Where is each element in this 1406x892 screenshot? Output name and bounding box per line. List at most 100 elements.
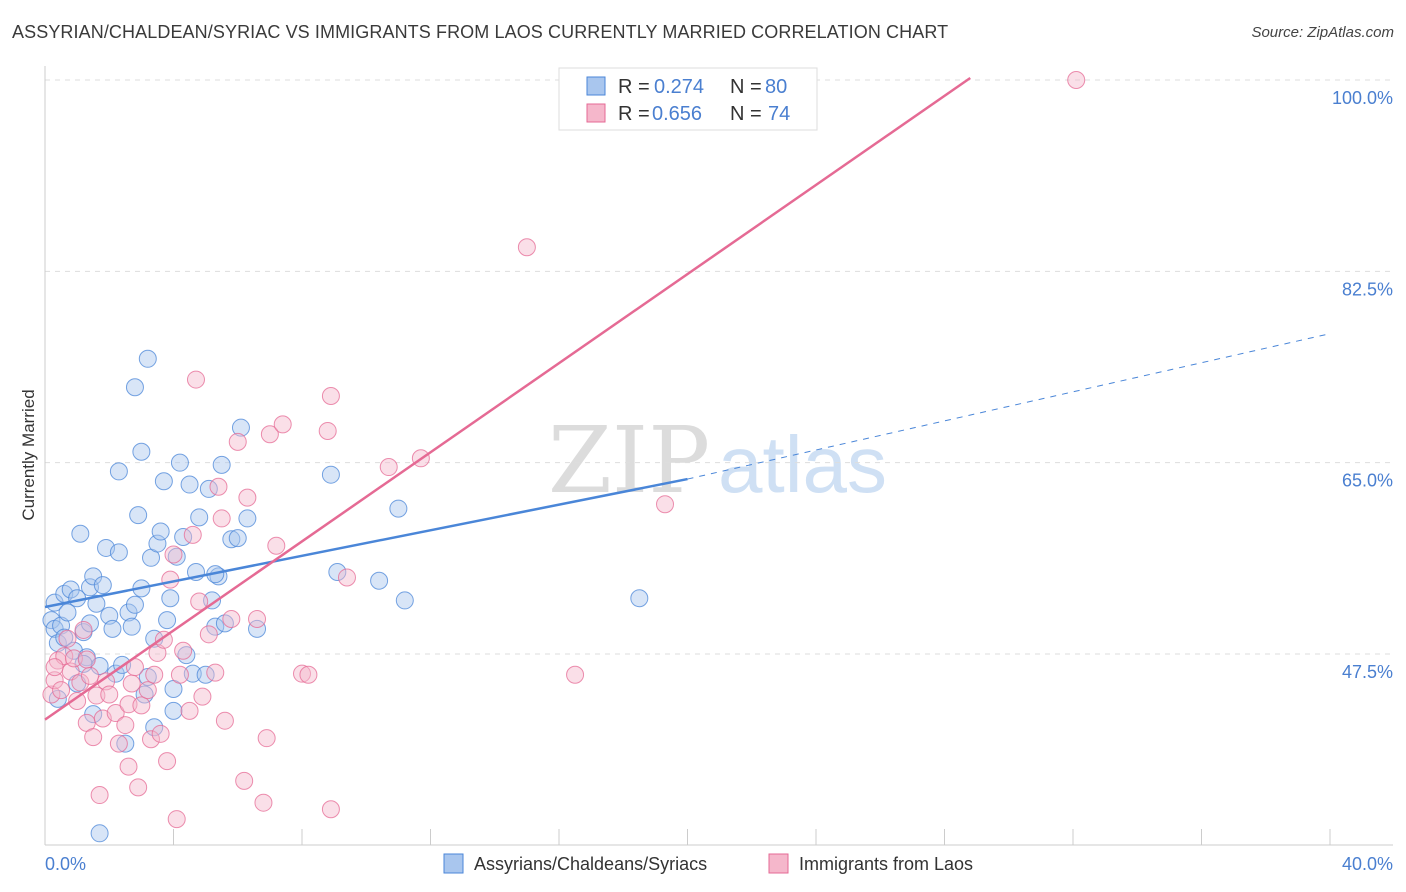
point-laos-51 (235, 771, 254, 790)
point-laos-10 (74, 620, 93, 639)
point-laos-56 (260, 425, 279, 444)
point-laos-39 (180, 701, 199, 720)
point-assyrian-37 (138, 349, 157, 368)
point-laos-49 (222, 610, 241, 629)
point-laos-58 (273, 415, 292, 434)
point-assyrian-46 (167, 547, 186, 566)
legend-r-value-2: 0.656 (652, 103, 702, 125)
point-laos-7 (64, 649, 83, 668)
point-laos-0 (42, 685, 61, 704)
point-laos-52 (238, 488, 257, 507)
point-assyrian-41 (151, 522, 170, 541)
legend-n-value-2: 74 (768, 103, 790, 125)
chart-title: ASSYRIAN/CHALDEAN/SYRIAC VS IMMIGRANTS F… (12, 22, 949, 42)
y-tick-label-0: 47.5% (1342, 662, 1393, 682)
point-assyrian-25 (109, 462, 128, 481)
point-assyrian-53 (190, 508, 209, 527)
point-laos-69 (566, 665, 585, 684)
point-laos-8 (68, 692, 87, 711)
point-assyrian-16 (80, 614, 99, 633)
point-assyrian-23 (103, 619, 122, 638)
point-laos-54 (254, 793, 273, 812)
point-assyrian-28 (119, 603, 138, 622)
point-assyrian-32 (129, 506, 148, 525)
point-assyrian-44 (161, 589, 180, 608)
point-laos-63 (321, 800, 340, 819)
point-laos-18 (100, 685, 119, 704)
point-assyrian-66 (328, 563, 347, 581)
point-assyrian-35 (138, 667, 157, 686)
bottom-legend-label-2: Immigrants from Laos (799, 854, 973, 874)
point-laos-59 (293, 664, 311, 683)
point-laos-68 (517, 238, 536, 257)
point-laos-22 (119, 695, 138, 714)
point-laos-20 (109, 734, 128, 753)
y-tick-label-2: 82.5% (1342, 279, 1393, 299)
point-laos-72 (77, 650, 96, 669)
point-laos-30 (148, 643, 167, 662)
point-laos-29 (145, 665, 164, 684)
trend-lines (44, 76, 1331, 721)
point-assyrian-7 (58, 603, 77, 622)
point-laos-46 (209, 477, 228, 496)
point-assyrian-62 (231, 418, 250, 437)
point-assyrian-12 (71, 524, 90, 543)
point-assyrian-30 (125, 595, 144, 614)
point-assyrian-50 (180, 475, 199, 494)
trend-line-assyrian (44, 477, 688, 609)
legend-r-label-1: R = (618, 76, 650, 98)
point-laos-27 (138, 681, 157, 700)
point-laos-40 (183, 525, 202, 544)
point-laos-12 (80, 666, 99, 685)
point-laos-47 (212, 509, 231, 528)
point-assyrian-26 (109, 543, 128, 562)
trend-line-laos (44, 76, 971, 721)
point-laos-57 (267, 536, 286, 555)
point-laos-25 (129, 778, 148, 797)
point-laos-19 (106, 704, 125, 723)
bottom-legend-swatch-blue (443, 853, 464, 874)
point-assyrian-74 (164, 701, 183, 720)
point-laos-3 (52, 681, 71, 700)
point-assyrian-51 (183, 664, 202, 683)
x-tick-label-0: 0.0% (45, 854, 86, 874)
point-laos-44 (199, 625, 218, 644)
legend-box: R = 0.274 N = 80 R = 0.656 N = 74 (558, 67, 818, 131)
point-assyrian-40 (148, 534, 167, 553)
point-laos-61 (318, 421, 337, 440)
point-laos-50 (228, 432, 247, 451)
axes (44, 66, 1393, 846)
point-assyrian-43 (158, 611, 177, 630)
legend-r-value-1: 0.274 (654, 76, 704, 98)
point-laos-36 (167, 810, 186, 829)
point-assyrian-64 (248, 619, 267, 638)
legend-n-label-1: N = (730, 76, 762, 98)
legend-swatch-blue (586, 76, 606, 96)
point-assyrian-76 (228, 529, 247, 548)
point-assyrian-56 (203, 591, 222, 610)
grid-lines (45, 79, 1393, 655)
point-assyrian-18 (87, 594, 106, 613)
point-assyrian-29 (122, 617, 141, 636)
point-laos-67 (656, 495, 675, 514)
legend-n-value-1: 80 (765, 76, 787, 98)
point-laos-65 (379, 458, 398, 477)
point-assyrian-79 (630, 589, 649, 608)
point-assyrian-4 (52, 616, 71, 635)
point-laos-48 (215, 711, 234, 730)
point-laos-33 (158, 752, 177, 771)
bottom-legend-label-1: Assyrians/Chaldeans/Syriacs (474, 854, 707, 874)
point-assyrian-42 (154, 472, 173, 491)
point-laos-21 (116, 716, 135, 735)
point-laos-23 (122, 674, 141, 693)
trend-line-assyrian-extension (687, 333, 1331, 480)
point-laos-42 (190, 592, 209, 611)
point-laos-14 (87, 686, 106, 705)
point-laos-5 (58, 629, 77, 648)
point-assyrian-47 (170, 453, 189, 472)
point-laos-53 (248, 610, 267, 629)
point-laos-60 (299, 665, 318, 684)
point-laos-15 (90, 786, 109, 805)
point-laos-62 (321, 386, 340, 405)
